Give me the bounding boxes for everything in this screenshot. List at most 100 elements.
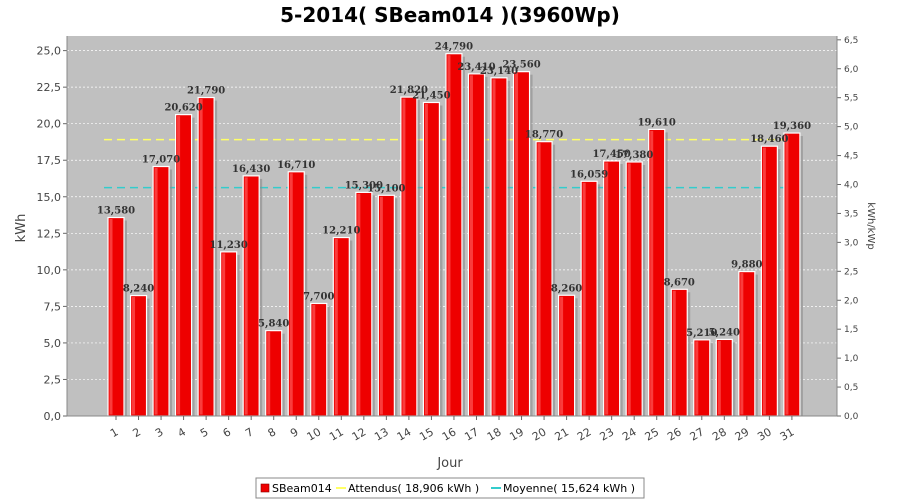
y-tick-label: 22,5 <box>37 81 62 94</box>
y-tick-label: 20,0 <box>37 118 62 131</box>
y-tick-label: 10,0 <box>37 264 62 277</box>
x-tick-label: 3 <box>153 425 166 440</box>
bar-highlight <box>357 193 361 415</box>
y-right-tick-label: 0,0 <box>844 412 859 422</box>
y-right-tick-label: 2,5 <box>844 267 858 277</box>
chart-title: 5-2014( SBeam014 )(3960Wp) <box>280 3 620 27</box>
legend: SBeam014 Attendus( 18,906 kWh ) Moyenne(… <box>255 477 645 499</box>
y-tick-label: 7,5 <box>44 300 62 313</box>
bar-highlight <box>334 239 338 415</box>
x-axis-label: Jour <box>436 456 463 471</box>
bar-highlight <box>627 163 631 415</box>
bars <box>107 53 803 417</box>
x-tick-label: 22 <box>575 425 594 443</box>
bar-highlight <box>650 130 654 415</box>
y-tick-label: 17,5 <box>37 154 62 167</box>
data-labels: 13,580 8,240 17,070 20,620 21,790 11,230 16,43… <box>97 42 811 339</box>
data-label: 20,620 <box>164 103 202 114</box>
bar-highlight <box>672 290 676 415</box>
data-label: 24,790 <box>435 42 473 53</box>
y-axis-right: 0,0 0,5 1,0 1,5 2,0 2,5 3,0 3,5 4,0 4,5 5,0 5,5 6,0 6… <box>836 36 859 422</box>
legend-swatch-bar <box>260 483 270 493</box>
data-label: 7,700 <box>303 291 334 302</box>
data-label: 13,580 <box>97 206 135 217</box>
x-tick-label: 20 <box>530 425 549 443</box>
bar-highlight <box>537 143 541 415</box>
y-axis-right-label: kWh/kWp <box>865 202 876 249</box>
bar-highlight <box>717 340 721 415</box>
data-label: 8,260 <box>551 283 582 294</box>
bar-highlight <box>402 98 406 415</box>
y-right-tick-label: 4,0 <box>844 181 859 191</box>
x-tick-label: 23 <box>598 425 617 443</box>
bar-highlight <box>424 104 428 415</box>
x-tick-label: 2 <box>130 425 143 440</box>
data-label: 5,840 <box>258 319 289 330</box>
bar-highlight <box>154 168 158 415</box>
x-tick-label: 9 <box>288 425 301 440</box>
y-right-tick-label: 6,5 <box>844 36 858 46</box>
x-tick-label: 7 <box>243 425 256 440</box>
bar-highlight <box>177 116 181 415</box>
legend-box <box>255 477 645 499</box>
x-tick-label: 11 <box>327 425 346 443</box>
bar-highlight <box>762 147 766 415</box>
bar-highlight <box>785 134 789 415</box>
data-label: 17,070 <box>142 155 180 166</box>
y-axis-label: kWh <box>14 214 29 243</box>
y-tick-label: 0,0 <box>44 410 62 423</box>
x-tick-label: 29 <box>733 425 752 443</box>
x-tick-label: 31 <box>778 425 797 443</box>
data-label: 9,880 <box>731 260 762 271</box>
reference-lines <box>104 138 800 189</box>
data-label: 16,430 <box>232 164 270 175</box>
x-tick-label: 6 <box>221 425 234 440</box>
x-tick-label: 21 <box>552 425 571 443</box>
y-tick-label: 25,0 <box>37 45 62 58</box>
data-label: 8,240 <box>123 284 154 295</box>
x-tick-label: 16 <box>440 425 459 443</box>
x-tick-label: 8 <box>266 425 279 440</box>
x-tick-label: 12 <box>350 425 369 443</box>
x-tick-label: 28 <box>710 425 729 443</box>
x-tick-label: 17 <box>462 425 481 443</box>
bar-highlight <box>605 162 609 415</box>
bar-highlight <box>267 332 271 415</box>
y-right-tick-label: 3,5 <box>844 209 858 219</box>
data-label: 16,059 <box>570 169 608 180</box>
x-axis: 1 2 3 4 5 6 7 8 9 10 11 12 13 14 15 16 17 18 19 20 21 22 23 24 2… <box>67 415 837 444</box>
x-tick-label: 10 <box>305 425 324 443</box>
x-tick-label: 19 <box>507 425 526 443</box>
y-tick-label: 15,0 <box>37 191 62 204</box>
bar-highlight <box>109 219 113 415</box>
data-label: 8,670 <box>664 277 695 288</box>
y-axis-left: 0,0 2,5 5,0 7,5 10,0 12,5 15,0 17,5 20,0 22,5 25,0 <box>37 36 68 423</box>
data-label: 16,710 <box>277 160 315 171</box>
x-tick-label: 1 <box>108 425 121 440</box>
y-tick-label: 5,0 <box>44 337 62 350</box>
legend-item-expected: Attendus( 18,906 kWh ) <box>348 482 479 495</box>
y-right-tick-label: 0,5 <box>844 383 858 393</box>
bar-highlight <box>132 297 136 415</box>
bar-highlight <box>289 173 293 415</box>
data-label: 5,210 <box>686 328 717 339</box>
x-tick-label: 13 <box>372 425 391 443</box>
bar-highlight <box>469 75 473 415</box>
data-label: 17,380 <box>615 150 653 161</box>
bar-highlight <box>740 273 744 415</box>
data-label: 21,790 <box>187 86 225 97</box>
bar-highlight <box>379 196 383 415</box>
data-label: 19,610 <box>638 117 676 128</box>
bar-highlight <box>695 341 699 415</box>
data-label: 23,410 <box>457 62 495 73</box>
x-tick-label: 26 <box>665 425 684 443</box>
legend-item-series: SBeam014 <box>272 482 332 495</box>
data-label: 19,360 <box>773 121 811 132</box>
data-label: 15,300 <box>345 180 383 191</box>
x-tick-label: 15 <box>417 425 436 443</box>
data-label: 11,230 <box>210 240 248 251</box>
data-label: 18,460 <box>750 134 788 145</box>
x-tick-label: 18 <box>485 425 504 443</box>
data-label: 23,140 <box>480 66 518 77</box>
